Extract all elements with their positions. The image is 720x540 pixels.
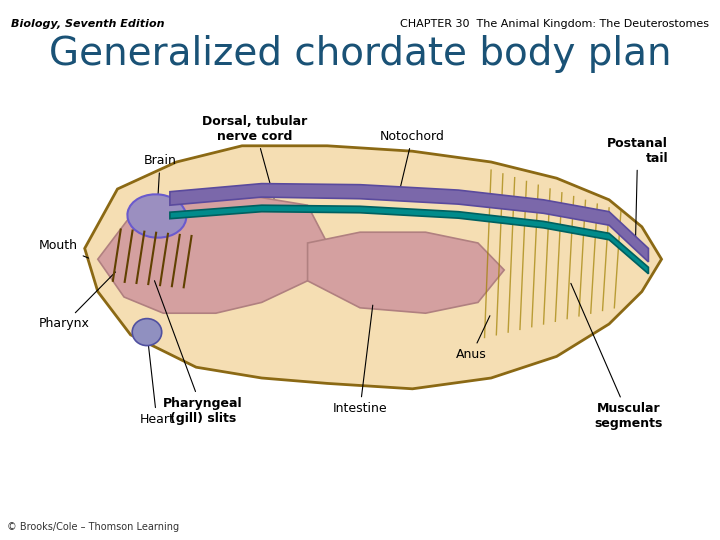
Text: Brain: Brain [143, 154, 176, 213]
Text: Intestine: Intestine [333, 305, 387, 415]
Text: Pharynx: Pharynx [39, 272, 115, 330]
Text: CHAPTER 30  The Animal Kingdom: The Deuterostomes: CHAPTER 30 The Animal Kingdom: The Deute… [400, 19, 709, 29]
Polygon shape [98, 194, 327, 313]
Text: Dorsal, tubular
nerve cord: Dorsal, tubular nerve cord [202, 115, 307, 198]
Text: Mouth: Mouth [39, 239, 89, 258]
Text: Postanal
tail: Postanal tail [607, 137, 668, 246]
Polygon shape [85, 146, 662, 389]
Polygon shape [170, 205, 649, 274]
Ellipse shape [132, 319, 162, 346]
Ellipse shape [127, 194, 186, 238]
Text: Pharyngeal
(gill) slits: Pharyngeal (gill) slits [155, 281, 243, 425]
Text: Biology, Seventh Edition: Biology, Seventh Edition [11, 19, 164, 29]
Text: © Brooks/Cole – Thomson Learning: © Brooks/Cole – Thomson Learning [7, 522, 179, 532]
Polygon shape [170, 184, 649, 262]
Text: Muscular
segments: Muscular segments [571, 284, 663, 430]
Text: Notochord: Notochord [380, 130, 445, 189]
Text: Anus: Anus [456, 316, 490, 361]
Text: Generalized chordate body plan: Generalized chordate body plan [49, 35, 671, 73]
Text: Heart: Heart [140, 335, 174, 426]
Polygon shape [307, 232, 504, 313]
